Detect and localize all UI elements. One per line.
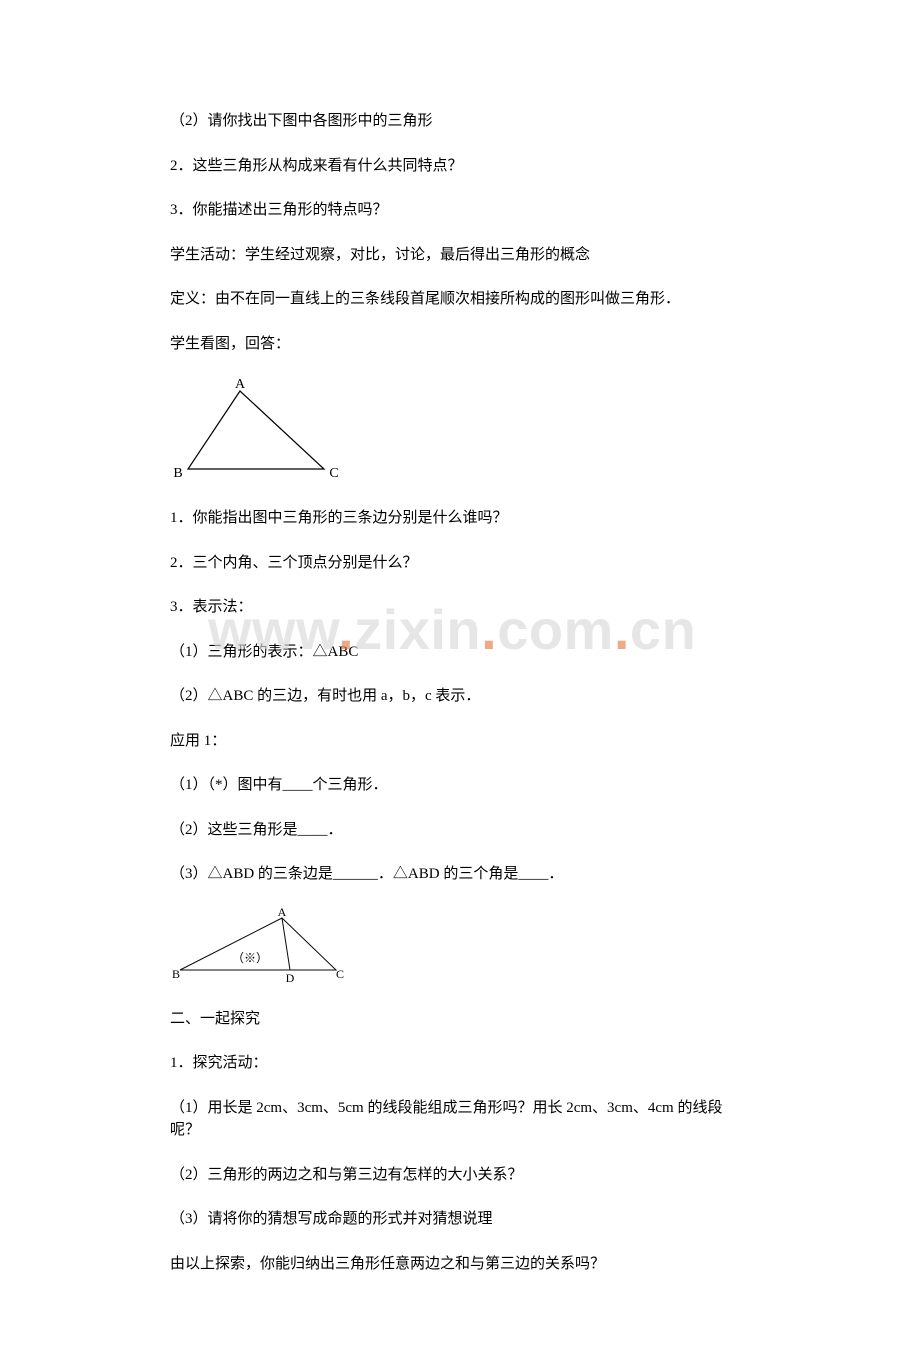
line-18: （1）用长是 2cm、3cm、5cm 的线段能组成三角形吗？用长 2cm、3cm… xyxy=(170,1097,750,1142)
vertex-label-c2: C xyxy=(336,967,344,981)
line-17: 1．探究活动： xyxy=(170,1052,750,1075)
line-08: 2．三个内角、三个顶点分别是什么？ xyxy=(170,552,750,575)
line-07: 1．你能指出图中三角形的三条边分别是什么谁吗？ xyxy=(170,507,750,530)
line-15: （3）△ABD 的三条边是______．△ABD 的三个角是____． xyxy=(170,863,750,886)
vertex-label-a: A xyxy=(235,377,246,392)
figure-note: （※） xyxy=(232,951,268,965)
line-06: 学生看图，回答： xyxy=(170,333,750,356)
triangle-abc-shape xyxy=(188,391,324,469)
line-13: （1）（*）图中有____个三角形． xyxy=(170,774,750,797)
line-01: （2）请你找出下图中各图形中的三角形 xyxy=(170,110,750,133)
line-12: 应用 1： xyxy=(170,730,750,753)
line-02: 2．这些三角形从构成来看有什么共同特点？ xyxy=(170,155,750,178)
line-03: 3．你能描述出三角形的特点吗？ xyxy=(170,199,750,222)
line-04: 学生活动：学生经过观察，对比，讨论，最后得出三角形的概念 xyxy=(170,244,750,267)
line-16: 二、一起探究 xyxy=(170,1008,750,1031)
line-19: （2）三角形的两边之和与第三边有怎样的大小关系？ xyxy=(170,1164,750,1187)
vertex-label-a2: A xyxy=(278,908,287,919)
line-09: 3．表示法： xyxy=(170,596,750,619)
figure-triangle-abc: A B C xyxy=(170,377,350,485)
vertex-label-c: C xyxy=(329,466,338,481)
line-20: （3）请将你的猜想写成命题的形式并对猜想说理 xyxy=(170,1208,750,1231)
figure-triangle-abd: A B C D （※） xyxy=(170,908,358,986)
line-05: 定义：由不在同一直线上的三条线段首尾顺次相接所构成的图形叫做三角形． xyxy=(170,288,750,311)
vertex-label-d2: D xyxy=(286,971,295,985)
line-21: 由以上探索，你能归纳出三角形任意两边之和与第三边的关系吗？ xyxy=(170,1253,750,1276)
line-10: （1）三角形的表示：△ABC xyxy=(170,641,750,664)
vertex-label-b2: B xyxy=(172,967,180,981)
line-11: （2）△ABC 的三边，有时也用 a，b，c 表示． xyxy=(170,685,750,708)
line-14: （2）这些三角形是____． xyxy=(170,819,750,842)
vertex-label-b: B xyxy=(173,466,182,481)
segment-ad xyxy=(282,918,290,970)
